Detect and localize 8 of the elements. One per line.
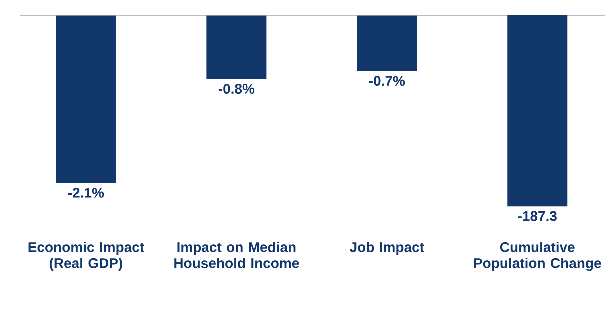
data-label: -0.8% — [218, 84, 255, 94]
x-tick-label: Economic Impact (Real GDP) — [28, 242, 144, 272]
x-tick-label: Job Impact — [350, 242, 424, 256]
x-tick-label: Impact on Median Household Income — [174, 242, 300, 268]
data-label: -2.1% — [68, 188, 104, 198]
x-tick-label: Cumulative Population Change — [474, 242, 602, 272]
data-label: -0.7% — [369, 76, 406, 86]
data-label: -187.3 — [518, 211, 557, 222]
